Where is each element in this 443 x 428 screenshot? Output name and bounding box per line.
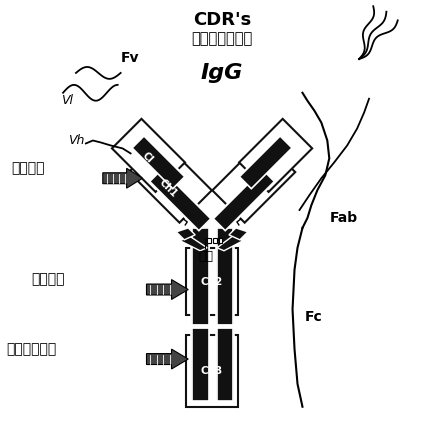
Polygon shape xyxy=(112,119,185,192)
Polygon shape xyxy=(103,168,143,188)
Text: Vh: Vh xyxy=(68,134,84,147)
Polygon shape xyxy=(212,169,276,232)
Polygon shape xyxy=(212,140,295,223)
Bar xyxy=(207,238,210,243)
Polygon shape xyxy=(147,279,188,300)
Text: Ch1: Ch1 xyxy=(157,177,179,199)
Text: Vl: Vl xyxy=(61,94,73,107)
Text: Ch2: Ch2 xyxy=(201,276,223,287)
Polygon shape xyxy=(238,135,293,190)
Polygon shape xyxy=(217,228,233,401)
Polygon shape xyxy=(150,169,211,231)
Text: Ch3: Ch3 xyxy=(201,366,223,376)
Polygon shape xyxy=(192,228,209,401)
Text: Fc: Fc xyxy=(304,310,322,324)
Polygon shape xyxy=(239,119,312,192)
Text: CDR's: CDR's xyxy=(193,11,251,30)
Polygon shape xyxy=(216,227,234,401)
Polygon shape xyxy=(229,228,248,240)
Polygon shape xyxy=(191,227,209,401)
Polygon shape xyxy=(180,236,207,251)
Text: 补体活化: 补体活化 xyxy=(31,273,65,287)
Polygon shape xyxy=(131,135,186,190)
Polygon shape xyxy=(129,140,212,223)
Bar xyxy=(219,238,222,243)
Text: 铰链: 铰链 xyxy=(198,250,213,263)
Polygon shape xyxy=(176,228,195,240)
Text: Fab: Fab xyxy=(329,211,358,225)
Polygon shape xyxy=(186,248,238,315)
Text: （高度可变区）: （高度可变区） xyxy=(191,31,253,46)
Polygon shape xyxy=(186,335,238,407)
Text: 巨噬细胞结合: 巨噬细胞结合 xyxy=(6,342,57,356)
Polygon shape xyxy=(149,169,212,232)
Text: 抗原结合: 抗原结合 xyxy=(12,161,45,175)
Polygon shape xyxy=(213,169,274,231)
Polygon shape xyxy=(147,349,188,369)
Text: IgG: IgG xyxy=(201,63,243,83)
Polygon shape xyxy=(132,136,185,189)
Text: Cl: Cl xyxy=(140,150,155,165)
Polygon shape xyxy=(239,136,292,189)
Bar xyxy=(213,238,217,243)
Text: Fv: Fv xyxy=(120,51,139,65)
Polygon shape xyxy=(217,236,243,251)
